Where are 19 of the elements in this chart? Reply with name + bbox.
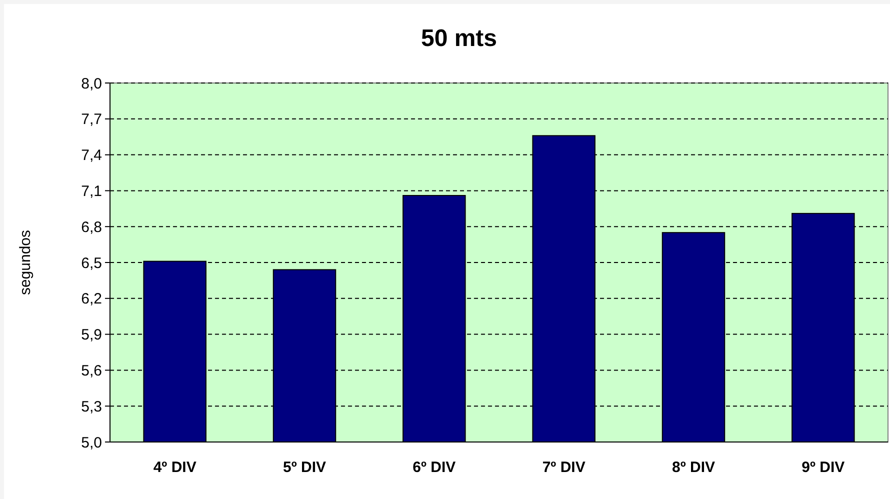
- y-tick-label: 6,2: [81, 290, 102, 308]
- x-tick-label: 8º DIV: [672, 459, 715, 476]
- x-tick-label: 5º DIV: [283, 459, 326, 476]
- x-tick-label: 7º DIV: [542, 459, 586, 476]
- y-tick-label: 6,8: [81, 218, 102, 236]
- chart-title: 50 mts: [420, 25, 498, 52]
- x-tick-label: 4º DIV: [153, 459, 196, 476]
- y-tick-label: 5,3: [81, 398, 102, 416]
- y-axis-title: segundos: [17, 230, 34, 296]
- x-tick-label: 6º DIV: [412, 459, 456, 476]
- y-tick-label: 7,7: [81, 111, 102, 128]
- y-tick-label: 7,1: [81, 182, 102, 200]
- x-tick-label: 9º DIV: [802, 459, 845, 476]
- y-tick-label: 7,4: [81, 147, 102, 164]
- y-tick-label: 8,0: [81, 75, 102, 92]
- y-tick-label: 5,0: [81, 434, 102, 452]
- y-tick-label: 5,9: [81, 326, 102, 344]
- y-tick-label: 6,5: [81, 254, 102, 272]
- y-tick-label: 5,6: [81, 362, 102, 380]
